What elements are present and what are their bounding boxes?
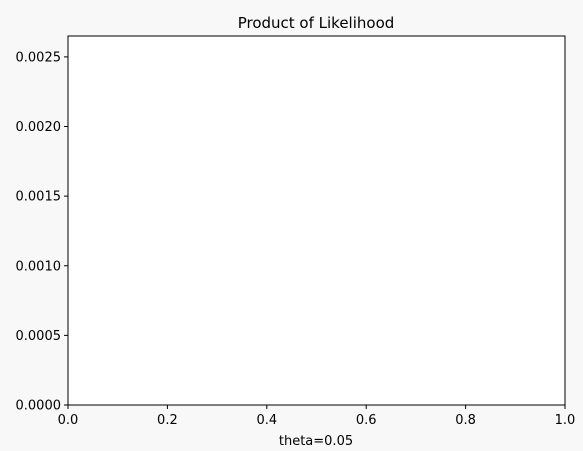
- y-tick-label: 0.0010: [16, 259, 62, 274]
- x-tick-label: 0.8: [455, 413, 476, 428]
- x-tick-label: 1.0: [555, 413, 576, 428]
- x-tick-label: 0.0: [58, 413, 79, 428]
- x-axis-label: theta=0.05: [279, 434, 353, 449]
- x-tick-label: 0.4: [256, 413, 277, 428]
- plot-area: [68, 36, 565, 405]
- y-tick-label: 0.0025: [16, 50, 62, 65]
- y-tick-label: 0.0005: [16, 329, 62, 344]
- x-tick-label: 0.6: [356, 413, 377, 428]
- plot-frame: [67, 35, 566, 406]
- x-tick-label: 0.2: [157, 413, 178, 428]
- y-tick-label: 0.0000: [16, 399, 62, 414]
- y-tick-label: 0.0015: [16, 190, 62, 205]
- chart-title: Product of Likelihood: [238, 14, 395, 32]
- x-axis-ticks: 0.0 0.2 0.4 0.6 0.8 1.0: [58, 405, 576, 428]
- y-tick-label: 0.0020: [16, 120, 62, 135]
- y-axis-ticks: 0.0000 0.0005 0.0010 0.0015 0.0020 0.0025: [16, 50, 68, 414]
